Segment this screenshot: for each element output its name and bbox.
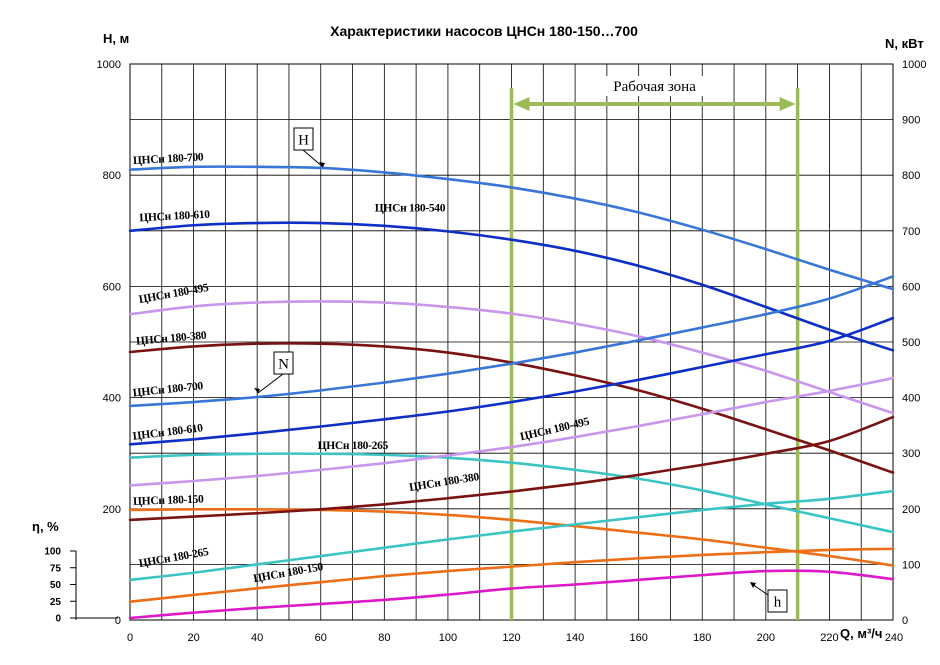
head-curve: [128, 300, 895, 415]
efficiency-tick-label: 0: [55, 614, 61, 625]
right-tick-label: 700: [902, 226, 920, 238]
chart-title: Характеристики насосов ЦНСн 180-150…700: [330, 23, 638, 39]
right-tick-label: 400: [902, 393, 920, 405]
head-callout-text: H: [298, 133, 309, 149]
power-callout-box: [273, 351, 294, 375]
x-tick-label: 40: [251, 632, 263, 644]
power-callout-leader: [257, 373, 284, 394]
x-tick-label: 140: [566, 632, 584, 644]
power-curve: [128, 415, 895, 522]
efficiency-callout: h: [750, 582, 788, 613]
left-tick-label: 600: [103, 281, 121, 293]
power-curve: [128, 547, 895, 603]
right-tick-label: 900: [902, 115, 920, 127]
left-axis-title: H, м: [103, 31, 129, 46]
curve-label: ЦНСн 180-265: [318, 440, 389, 452]
left-tick-label: 1000: [97, 59, 121, 71]
x-tick-label: 20: [187, 632, 199, 644]
efficiency-callout-leader: [751, 583, 769, 596]
x-tick-label: 200: [757, 632, 775, 644]
curves: [128, 165, 895, 620]
head-callout-arrowhead: [319, 162, 325, 167]
head-curve: [128, 342, 895, 474]
x-axis-title: Q, м³/ч: [840, 626, 882, 641]
head-curve: [128, 507, 895, 567]
curve-label: ЦНСн 180-700: [133, 151, 205, 167]
working-zone-label: Рабочая зона: [613, 79, 696, 95]
x-tick-label: 0: [127, 632, 133, 644]
head-curve: [128, 221, 895, 352]
efficiency-tick-label: 100: [44, 547, 61, 558]
head-callout-leader: [302, 149, 324, 168]
efficiency-tick-label: 50: [50, 580, 62, 591]
efficiency-axis-title: η, %: [32, 519, 59, 534]
head-callout: H: [293, 127, 325, 168]
x-tick-label: 160: [629, 632, 647, 644]
x-tick-label: 100: [439, 632, 457, 644]
right-tick-label: 100: [902, 559, 920, 571]
efficiency-callout-arrowhead: [750, 582, 756, 588]
head-callout-box: [293, 127, 314, 151]
left-tick-label: 200: [103, 504, 121, 516]
x-tick-label: 120: [502, 632, 520, 644]
right-tick-label: 500: [902, 337, 920, 349]
tick-labels: 0 20 40 60 80 100 120 140 160 180 200 220 240 0 200 400…: [44, 59, 926, 644]
working-zone-label-background: [598, 76, 711, 96]
efficiency-axis: 100 75 50 25 0: [44, 547, 118, 625]
efficiency-callout-text: h: [774, 595, 782, 611]
efficiency-callout-box: [767, 589, 788, 613]
x-tick-label: 180: [693, 632, 711, 644]
curve-label: ЦНСн 180-610: [139, 209, 211, 225]
right-tick-label: 800: [902, 170, 920, 182]
power-curve: [128, 376, 895, 487]
right-tick-label: 200: [902, 504, 920, 516]
efficiency-curve: [128, 569, 895, 620]
power-curve: [128, 489, 895, 582]
efficiency-tick-label: 75: [50, 563, 62, 574]
working-zone-right-arrowhead: [779, 97, 796, 111]
right-axis-title: N, кВт: [885, 36, 924, 51]
efficiency-tick-label: 25: [50, 597, 62, 608]
power-callout-text: N: [278, 357, 289, 373]
x-tick-label: 80: [378, 632, 390, 644]
power-callout-arrowhead: [254, 388, 260, 393]
curve-label: ЦНСн 180-540: [375, 202, 446, 214]
x-tick-label: 240: [885, 632, 903, 644]
power-callout: N: [254, 351, 294, 394]
right-tick-label: 1000: [902, 59, 926, 71]
right-tick-label: 600: [902, 281, 920, 293]
x-tick-label: 220: [820, 632, 838, 644]
head-curve: [128, 165, 895, 291]
left-tick-label: 800: [103, 170, 121, 182]
working-zone-left-arrowhead: [513, 97, 530, 111]
power-curve: [128, 316, 895, 446]
x-tick-label: 60: [315, 632, 327, 644]
left-tick-label: 400: [103, 393, 121, 405]
left-tick-label: 0: [115, 615, 121, 627]
right-tick-label: 300: [902, 448, 920, 460]
right-tick-label: 0: [902, 615, 908, 627]
power-curve: [128, 275, 895, 408]
curve-label: ЦНСн 180-150: [133, 493, 204, 507]
